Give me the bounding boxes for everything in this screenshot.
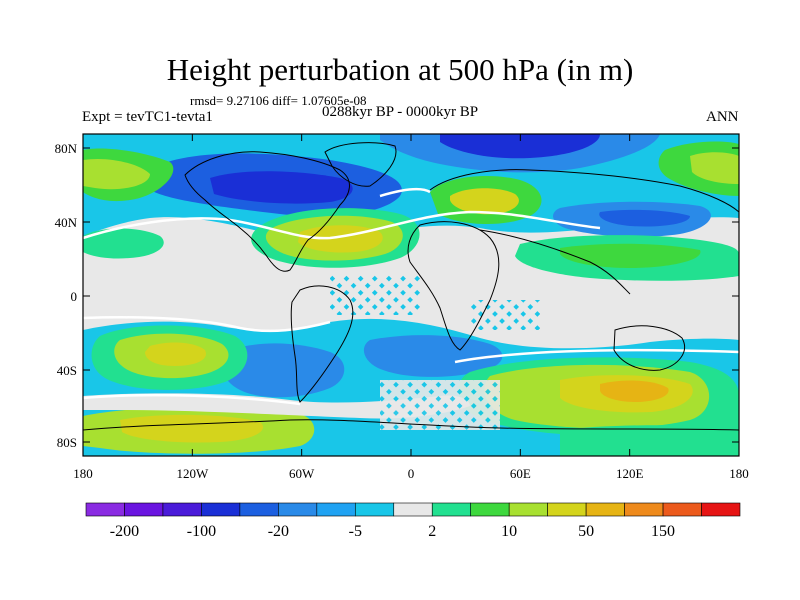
coast-greenland [324,142,397,187]
colorbar-swatch [201,502,241,517]
tropic-hatch-atlantic [330,275,420,315]
colorbar-swatch [701,502,741,517]
colorbar-label: 50 [578,523,594,540]
lat-tick-label: 80S [57,435,77,450]
blob-pacific-west-high [83,228,164,259]
coast-africa [407,221,500,351]
coast-north-america [184,151,350,272]
south-hatch [380,380,500,430]
colorbar-swatch [124,502,164,517]
lat-tick-label: 80N [55,141,78,156]
coast-eurasia [429,169,739,295]
blob-antarctic-east-high [560,425,739,456]
tropic-hatch-indian [470,300,540,330]
lon-tick-label: 60W [289,466,315,481]
blob-south-indian-peak [600,380,669,402]
coast-antarctica [83,419,739,431]
colorbar-label: 150 [651,523,675,540]
blob-arctic-deep [440,134,600,159]
blob-south-low-mid [221,343,345,398]
colorbar-swatch [585,502,625,517]
colorbar-label: -200 [110,523,139,540]
colorbar-label: 2 [428,523,436,540]
longitude-axis: 180 120W 60W 0 60E 120E 180 [73,134,749,481]
colorbar-swatch [239,502,279,517]
colorbar-swatch [316,502,356,517]
lon-tick-label: 0 [408,466,415,481]
colorbar-swatch [624,502,664,517]
colorbar-swatch [278,502,318,517]
lat-tick-label: 40S [57,363,77,378]
blob-siberia-core [690,152,739,184]
blob-europe-core [450,188,519,215]
colorbar-swatch [508,502,548,517]
lon-tick-label: 120E [616,466,644,481]
colorbar: -200 -100 -20 -5 2 10 50 150 [85,502,741,540]
colorbar-swatch [470,502,510,517]
colorbar-label: 10 [501,523,517,540]
colorbar-swatch [547,502,587,517]
lat-tick-label: 0 [71,289,78,304]
blob-antarctic-core [120,414,264,443]
plot-title: Height perturbation at 500 hPa (in m) [166,52,634,87]
colorbar-swatch [393,502,433,517]
zero-contours [83,187,739,406]
map-field [83,134,739,456]
lon-tick-label: 180 [73,466,93,481]
blob-south-pacific-core [145,342,206,366]
colorbar-label: -100 [187,523,216,540]
lon-tick-label: 180 [729,466,749,481]
lat-tick-label: 40N [55,215,78,230]
blob-asia-east-core [560,243,701,268]
latitude-axis: 80N 40N 0 40S 80S [55,141,739,450]
colorbar-swatch [85,502,125,517]
stats-text: rmsd= 9.27106 diff= 1.07605e-08 [190,93,367,108]
colorbar-swatch [354,502,395,517]
blob-asia-low-core [599,209,690,227]
colorbar-swatch [431,502,472,517]
coast-australia [613,325,685,371]
coast-south-america [290,285,354,403]
blob-south-low-atlantic [363,335,503,377]
blob-north-america-core [210,171,353,204]
experiment-label: Expt = tevTC1-tevta1 [82,109,213,125]
blob-south-light-strip [83,393,470,419]
blob-atlantic-high-core [298,225,383,253]
colorbar-label: -20 [268,523,289,540]
period-label: 0288kyr BP - 0000kyr BP [322,104,479,120]
season-label: ANN [706,109,739,125]
colorbar-label: -5 [349,523,362,540]
blob-north-pacific-core [83,158,150,190]
colorbar-swatch [162,502,202,517]
colorbar-swatch [662,502,702,517]
lon-tick-label: 60E [510,466,531,481]
coastlines [83,142,739,431]
lon-tick-label: 120W [176,466,209,481]
